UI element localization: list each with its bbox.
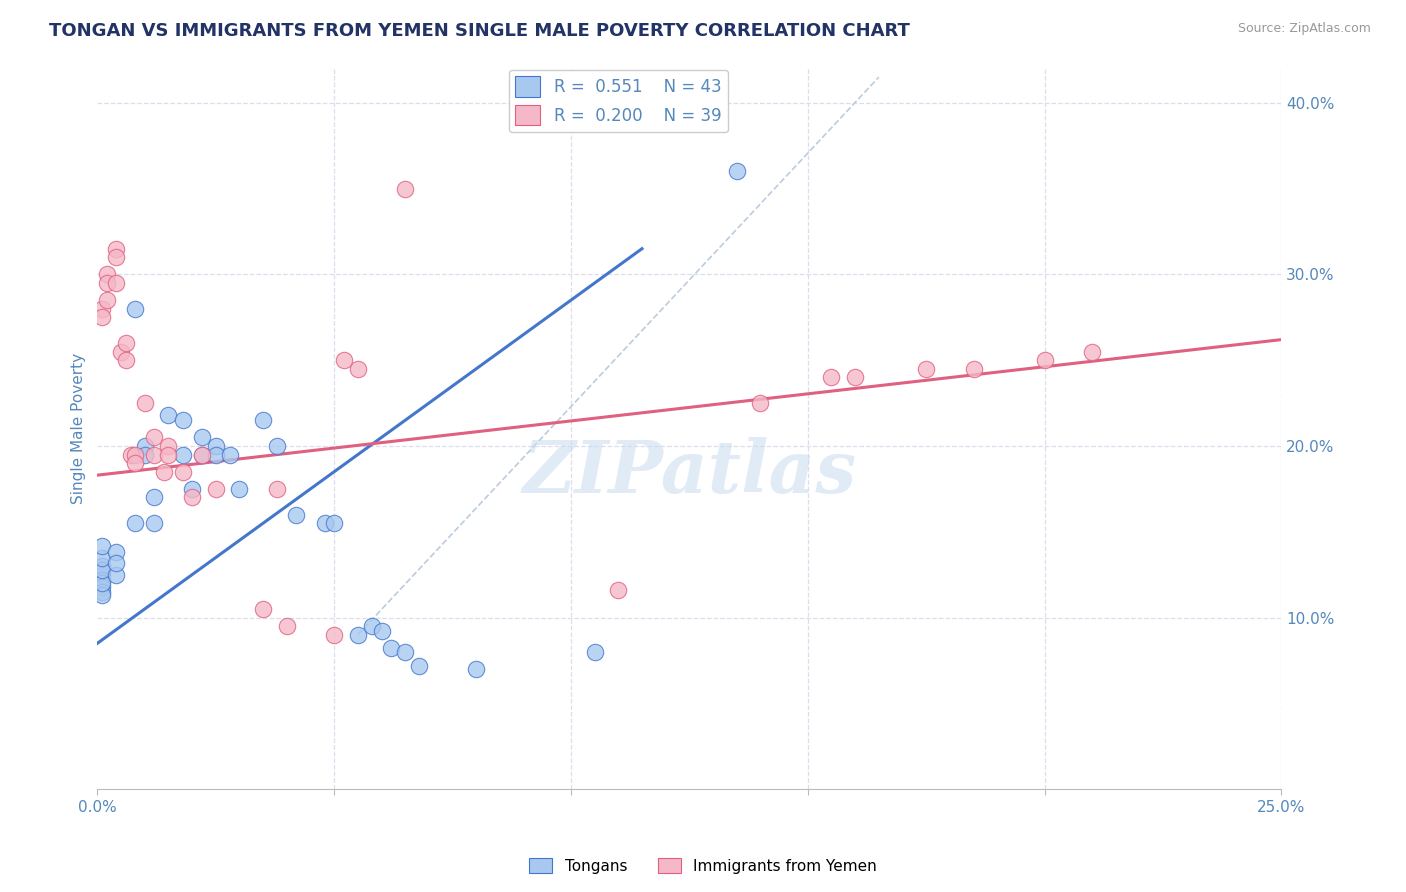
Point	[91, 567, 114, 582]
Text: ZIPatlas: ZIPatlas	[522, 436, 856, 508]
Point	[91, 573, 114, 587]
Y-axis label: Single Male Poverty: Single Male Poverty	[72, 353, 86, 504]
Point	[91, 301, 114, 316]
Point	[91, 580, 114, 594]
Point	[266, 482, 288, 496]
Point	[190, 430, 212, 444]
Point	[124, 516, 146, 531]
Point	[120, 448, 142, 462]
Point	[96, 268, 118, 282]
Legend: R =  0.551    N = 43, R =  0.200    N = 39: R = 0.551 N = 43, R = 0.200 N = 39	[509, 70, 728, 132]
Point	[157, 439, 180, 453]
Point	[347, 628, 370, 642]
Point	[380, 641, 402, 656]
Point	[204, 439, 226, 453]
Point	[314, 516, 336, 531]
Point	[370, 624, 392, 639]
Text: TONGAN VS IMMIGRANTS FROM YEMEN SINGLE MALE POVERTY CORRELATION CHART: TONGAN VS IMMIGRANTS FROM YEMEN SINGLE M…	[49, 22, 910, 40]
Point	[105, 545, 128, 559]
Point	[607, 583, 630, 598]
Point	[105, 567, 128, 582]
Point	[465, 662, 488, 676]
Point	[110, 344, 132, 359]
Point	[91, 310, 114, 325]
Point	[394, 181, 416, 195]
Point	[91, 539, 114, 553]
Point	[190, 448, 212, 462]
Point	[143, 430, 166, 444]
Point	[152, 465, 174, 479]
Point	[91, 588, 114, 602]
Point	[134, 448, 156, 462]
Point	[361, 619, 384, 633]
Point	[276, 619, 298, 633]
Point	[134, 396, 156, 410]
Point	[1081, 344, 1104, 359]
Point	[172, 448, 194, 462]
Point	[219, 448, 242, 462]
Point	[190, 448, 212, 462]
Point	[91, 559, 114, 574]
Point	[347, 361, 370, 376]
Point	[172, 413, 194, 427]
Point	[114, 336, 136, 351]
Point	[181, 491, 204, 505]
Point	[124, 456, 146, 470]
Point	[725, 164, 748, 178]
Point	[114, 353, 136, 368]
Point	[204, 448, 226, 462]
Point	[91, 562, 114, 576]
Point	[915, 361, 938, 376]
Point	[124, 301, 146, 316]
Point	[124, 448, 146, 462]
Point	[962, 361, 984, 376]
Point	[105, 242, 128, 256]
Point	[749, 396, 772, 410]
Point	[266, 439, 288, 453]
Point	[228, 482, 250, 496]
Point	[143, 448, 166, 462]
Point	[820, 370, 842, 384]
Point	[285, 508, 308, 522]
Point	[105, 250, 128, 264]
Point	[157, 408, 180, 422]
Point	[105, 556, 128, 570]
Point	[96, 276, 118, 290]
Point	[844, 370, 866, 384]
Point	[91, 576, 114, 591]
Legend: Tongans, Immigrants from Yemen: Tongans, Immigrants from Yemen	[523, 852, 883, 880]
Text: Source: ZipAtlas.com: Source: ZipAtlas.com	[1237, 22, 1371, 36]
Point	[91, 584, 114, 599]
Point	[91, 550, 114, 565]
Point	[96, 293, 118, 307]
Point	[583, 645, 606, 659]
Point	[332, 353, 354, 368]
Point	[252, 413, 274, 427]
Point	[157, 448, 180, 462]
Point	[408, 658, 430, 673]
Point	[181, 482, 204, 496]
Point	[172, 465, 194, 479]
Point	[143, 516, 166, 531]
Point	[1033, 353, 1056, 368]
Point	[323, 516, 346, 531]
Point	[134, 439, 156, 453]
Point	[252, 602, 274, 616]
Point	[143, 491, 166, 505]
Point	[394, 645, 416, 659]
Point	[105, 276, 128, 290]
Point	[323, 628, 346, 642]
Point	[204, 482, 226, 496]
